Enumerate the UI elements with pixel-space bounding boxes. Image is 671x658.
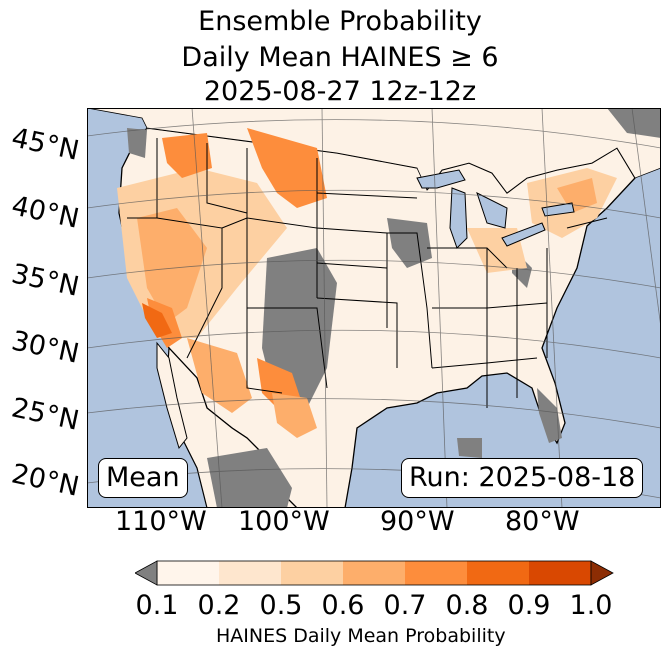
graticule xyxy=(87,108,661,508)
colorbar-tick-label: 0.2 xyxy=(197,590,241,621)
run-date-label: Run: 2025-08-18 xyxy=(401,458,644,498)
colorbar-cell xyxy=(529,561,591,585)
colorbar-cell xyxy=(281,561,343,585)
colorbar-tick-label: 0.1 xyxy=(135,590,179,621)
lat-label-40: 40°N xyxy=(8,190,82,235)
lat-label-20: 20°N xyxy=(8,458,82,503)
lat-label-45: 45°N xyxy=(8,122,82,167)
land-baja xyxy=(156,341,188,450)
lat-label-35: 35°N xyxy=(8,258,82,303)
probability-map xyxy=(87,108,661,508)
lat-label-30: 30°N xyxy=(8,325,82,370)
colorbar-cell xyxy=(157,561,219,585)
colorbar-tick-label: 0.6 xyxy=(321,590,365,621)
colorbar-cell xyxy=(405,561,467,585)
great-lakes xyxy=(416,169,575,249)
colorbar-over-arrow xyxy=(590,560,614,586)
lon-label-80: 80°W xyxy=(505,506,580,537)
state-borders xyxy=(127,138,608,408)
colorbar-cell xyxy=(343,561,405,585)
probability-fill xyxy=(117,128,617,438)
colorbar-tick-label: 0.5 xyxy=(259,590,303,621)
lon-label-100: 100°W xyxy=(238,506,330,537)
colorbar xyxy=(135,560,614,586)
colorbar-under-arrow xyxy=(135,560,158,586)
title-line-1: Ensemble Probability xyxy=(198,6,482,37)
colorbar-title: HAINES Daily Mean Probability xyxy=(216,625,506,647)
colorbar-tick-label: 0.8 xyxy=(445,590,489,621)
colorbar-tick-label: 1.0 xyxy=(569,590,613,621)
colorbar-cell xyxy=(219,561,281,585)
lat-label-25: 25°N xyxy=(8,392,82,437)
lon-label-90: 90°W xyxy=(380,506,455,537)
title-line-3: 2025-08-27 12z-12z xyxy=(203,76,477,107)
colorbar-tick-label: 0.7 xyxy=(383,590,427,621)
colorbar-cell xyxy=(467,561,529,585)
lon-label-110: 110°W xyxy=(115,506,207,537)
colorbar-tick-label: 0.9 xyxy=(507,590,551,621)
title-line-2: Daily Mean HAINES ≥ 6 xyxy=(181,42,499,73)
mean-label: Mean xyxy=(98,458,188,498)
